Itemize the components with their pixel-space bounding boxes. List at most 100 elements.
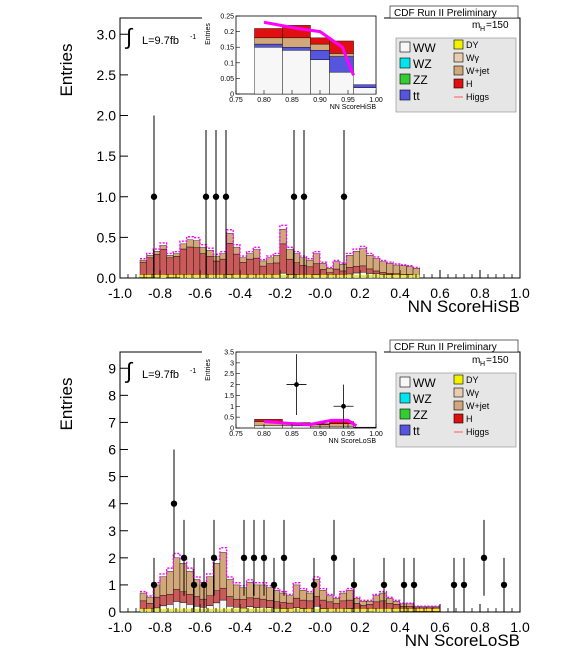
stack-bin-wjet <box>233 246 241 255</box>
stack-bin-wjet <box>366 600 374 605</box>
x-tick-label: 0.8 <box>470 619 490 635</box>
stack-bin-wjet <box>306 259 314 268</box>
x-tick-label: -0.8 <box>148 619 172 635</box>
inset-y-tick-label: 0.5 <box>224 415 234 422</box>
stack-bin-wjet <box>279 229 287 245</box>
stack-bin-dy <box>273 609 280 611</box>
stack-bin-signal <box>246 597 254 607</box>
lumi-label: L=9.7fb <box>142 369 179 381</box>
stack-bin-signal <box>352 266 360 274</box>
inset-x-tick-label: 0.75 <box>229 431 243 438</box>
mass-subscript: H <box>480 361 485 368</box>
inset-y-tick-label: 1.5 <box>224 393 234 400</box>
stack-bin-dy <box>266 609 274 611</box>
stack-bin-dy <box>186 609 194 611</box>
inset-stack-bin <box>254 28 283 39</box>
stack-bin-dy <box>379 609 387 611</box>
stack-bin-wjet <box>246 253 254 260</box>
stack-bin-signal <box>346 599 354 609</box>
stack-bin-wjet <box>186 239 194 248</box>
x-tick-label: 0.4 <box>390 285 410 301</box>
stack-bin-wjet <box>146 255 154 259</box>
inset-stack-bin <box>310 59 330 95</box>
inset-y-tick-label: 0.1 <box>224 60 234 67</box>
inset-stack-bin <box>282 425 311 429</box>
data-point <box>410 581 418 589</box>
header-box <box>389 339 519 353</box>
stack-bin-wjet <box>286 595 294 604</box>
stack-bin-dy <box>246 275 254 277</box>
x-tick-label: -0.0 <box>308 285 332 301</box>
data-point <box>250 554 258 562</box>
legend-box <box>395 372 517 448</box>
legend-label: W+jet <box>466 66 490 76</box>
legend-label: Wγ <box>466 388 479 398</box>
stack-bin-wjet <box>306 592 314 602</box>
inset-x-tick-label: 0.95 <box>341 431 355 438</box>
stack-bin-dy <box>319 609 327 611</box>
data-point <box>380 581 388 589</box>
stack-bin-wjet <box>359 248 367 267</box>
stack-bin-signal <box>206 255 214 277</box>
stack-bin-signal <box>139 600 147 610</box>
inset-stack-bin <box>329 53 354 57</box>
stack-bin-wjet <box>139 592 147 602</box>
y-tick-label: 2 <box>108 550 116 566</box>
stack-bin-wjet <box>173 253 181 257</box>
uncertainty-band <box>140 546 440 607</box>
y-tick-label: 0 <box>108 604 116 620</box>
stack-bin-dy <box>399 275 407 277</box>
y-tick-label: 6 <box>108 442 116 458</box>
stack-bin-dy <box>246 609 254 611</box>
x-axis-label: NN ScoreHiSB <box>408 297 520 316</box>
mass-value: =150 <box>486 20 509 31</box>
stack-bin-signal <box>179 248 187 277</box>
stack-bin-dy <box>419 609 427 611</box>
data-point <box>340 193 348 200</box>
inset-stack-bin <box>254 37 283 45</box>
stack-bin-dy <box>373 275 380 277</box>
stack-bin-wjet <box>359 600 367 606</box>
stack-bin-dy <box>339 609 347 611</box>
data-point <box>460 581 468 589</box>
stack-bin-signal <box>299 599 307 609</box>
lumi-superscript: -1 <box>190 368 196 375</box>
inset-y-tick-label: 0 <box>230 426 234 433</box>
data-point <box>180 554 188 562</box>
stack-bin-dy <box>193 609 200 611</box>
inset-stack-bin <box>254 425 283 429</box>
stack-bin-wjet <box>206 576 214 597</box>
stack-bin-dy <box>339 275 347 277</box>
inset-y-tick-label: 0.05 <box>220 76 234 83</box>
data-point <box>150 193 158 200</box>
stack-bin-signal <box>159 595 167 607</box>
stack-bin-wjet <box>266 257 274 264</box>
inset-stack-bin <box>329 71 354 95</box>
legend-swatch <box>453 387 464 398</box>
inset-x-tick-label: 0.80 <box>257 97 271 104</box>
legend-swatch <box>453 78 464 89</box>
stack-bin-dy <box>386 609 394 611</box>
data-point <box>290 193 298 200</box>
legend-swatch <box>453 65 464 76</box>
x-tick-label: 1.0 <box>510 619 530 635</box>
lumi-superscript: -1 <box>190 34 196 41</box>
legend-label: tt <box>413 89 420 103</box>
stack-bin-dy <box>426 609 434 611</box>
stack-bin-wjet <box>386 263 394 274</box>
inset-stack-bin <box>310 50 330 60</box>
stack-bin-wjet <box>346 255 354 268</box>
stack-bin-dy <box>266 275 274 277</box>
stack-bin-dy <box>326 275 334 277</box>
legend-swatch <box>399 408 411 420</box>
stack-bin-dy <box>359 275 367 277</box>
legend-swatch <box>399 41 411 53</box>
stack-bin-dy <box>226 275 234 277</box>
data-point <box>260 554 268 562</box>
inset-band <box>263 418 358 428</box>
y-tick-label: 4 <box>108 496 116 512</box>
stack-bin-wjet <box>139 259 147 263</box>
stack-bin-wjet <box>346 590 354 601</box>
inset-y-tick-label: 0.15 <box>220 45 234 52</box>
legend-label: Higgs <box>466 92 490 102</box>
